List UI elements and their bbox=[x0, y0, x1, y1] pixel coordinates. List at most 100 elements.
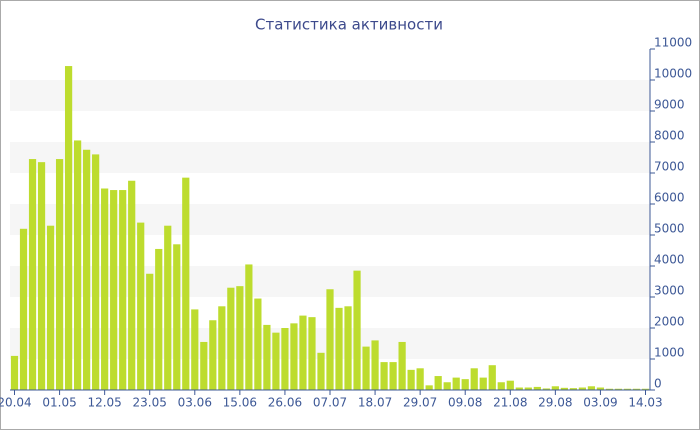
bar bbox=[209, 320, 217, 390]
chart-title: Статистика активности bbox=[255, 16, 443, 34]
bar bbox=[542, 388, 550, 390]
bar bbox=[218, 306, 226, 390]
bar bbox=[146, 273, 154, 390]
bar bbox=[164, 225, 172, 390]
bar bbox=[623, 388, 632, 390]
bar bbox=[55, 159, 64, 390]
bar bbox=[46, 225, 55, 390]
bar bbox=[497, 382, 505, 390]
bar bbox=[227, 287, 235, 390]
bar bbox=[461, 379, 469, 390]
bar bbox=[245, 264, 253, 390]
bar bbox=[308, 317, 316, 390]
bar bbox=[398, 341, 406, 390]
bar bbox=[254, 298, 262, 390]
grid-band bbox=[10, 142, 650, 173]
bar bbox=[596, 387, 605, 390]
bar bbox=[110, 190, 118, 390]
bar bbox=[191, 309, 199, 390]
grid-band bbox=[10, 80, 650, 111]
bar bbox=[407, 369, 415, 390]
bar bbox=[524, 387, 532, 390]
x-tick-label: 21.08 bbox=[493, 396, 527, 410]
bar bbox=[551, 386, 559, 390]
y-tick-label: 0 bbox=[654, 377, 662, 391]
bar bbox=[380, 362, 388, 390]
bar bbox=[416, 368, 424, 390]
bar bbox=[281, 328, 289, 390]
bar bbox=[515, 387, 523, 390]
bar bbox=[479, 377, 487, 390]
x-tick-label: 18.07 bbox=[358, 396, 392, 410]
bar bbox=[92, 154, 100, 390]
x-tick-label: 29.08 bbox=[538, 396, 572, 410]
bar bbox=[119, 190, 127, 390]
bar bbox=[128, 180, 136, 390]
y-tick-label: 2000 bbox=[654, 315, 685, 329]
bar bbox=[488, 365, 496, 390]
y-tick-label: 5000 bbox=[654, 222, 685, 236]
bar bbox=[74, 140, 82, 390]
bar bbox=[200, 341, 208, 390]
bar bbox=[64, 66, 73, 391]
bar bbox=[10, 355, 19, 390]
x-tick-label: 20.04 bbox=[0, 396, 32, 410]
y-tick-label: 9000 bbox=[654, 98, 685, 112]
bar bbox=[28, 159, 37, 390]
x-tick-label: 09.08 bbox=[448, 396, 482, 410]
bar bbox=[335, 307, 343, 390]
x-tick-label: 03.06 bbox=[178, 396, 212, 410]
bar bbox=[344, 306, 352, 390]
bar bbox=[101, 188, 109, 390]
bar bbox=[263, 324, 271, 390]
x-tick-label: 15.06 bbox=[223, 396, 257, 410]
bar bbox=[326, 289, 334, 390]
bar bbox=[434, 376, 442, 390]
bar bbox=[533, 386, 541, 390]
y-tick-label: 7000 bbox=[654, 160, 685, 174]
y-tick-label: 6000 bbox=[654, 191, 685, 205]
bar bbox=[560, 387, 568, 390]
y-tick-label: 3000 bbox=[654, 284, 685, 298]
y-tick-label: 1000 bbox=[654, 346, 685, 360]
x-tick-label: 07.07 bbox=[313, 396, 347, 410]
y-tick-label: 8000 bbox=[654, 129, 685, 143]
bar bbox=[236, 286, 244, 390]
y-tick-label: 4000 bbox=[654, 253, 685, 267]
bar bbox=[362, 346, 370, 390]
bar bbox=[299, 315, 307, 390]
bar bbox=[443, 382, 451, 390]
bar bbox=[371, 340, 379, 390]
bar bbox=[569, 388, 577, 390]
x-tick-label: 03.09 bbox=[583, 396, 617, 410]
bar bbox=[155, 248, 163, 390]
bar bbox=[37, 162, 46, 390]
y-tick-label: 11000 bbox=[654, 36, 692, 50]
bar bbox=[506, 380, 514, 390]
bar bbox=[587, 386, 596, 390]
x-tick-label: 01.05 bbox=[42, 396, 76, 410]
bar bbox=[425, 385, 433, 390]
bar bbox=[452, 377, 460, 390]
x-tick-label: 12.05 bbox=[87, 396, 121, 410]
bar bbox=[182, 177, 190, 390]
bar bbox=[389, 362, 397, 390]
bar bbox=[470, 368, 478, 390]
x-tick-label: 29.07 bbox=[403, 396, 437, 410]
bar bbox=[290, 323, 298, 390]
bar bbox=[641, 388, 650, 390]
bar bbox=[353, 270, 361, 390]
bar bbox=[19, 228, 28, 390]
y-tick-label: 10000 bbox=[654, 67, 692, 81]
bar bbox=[83, 149, 91, 390]
bar bbox=[137, 222, 145, 390]
x-tick-label: 23.05 bbox=[133, 396, 167, 410]
bar bbox=[317, 352, 325, 390]
bar bbox=[632, 388, 641, 390]
x-tick-label: 26.06 bbox=[268, 396, 302, 410]
bar bbox=[614, 388, 623, 390]
bar bbox=[578, 387, 586, 390]
bar bbox=[272, 332, 280, 390]
